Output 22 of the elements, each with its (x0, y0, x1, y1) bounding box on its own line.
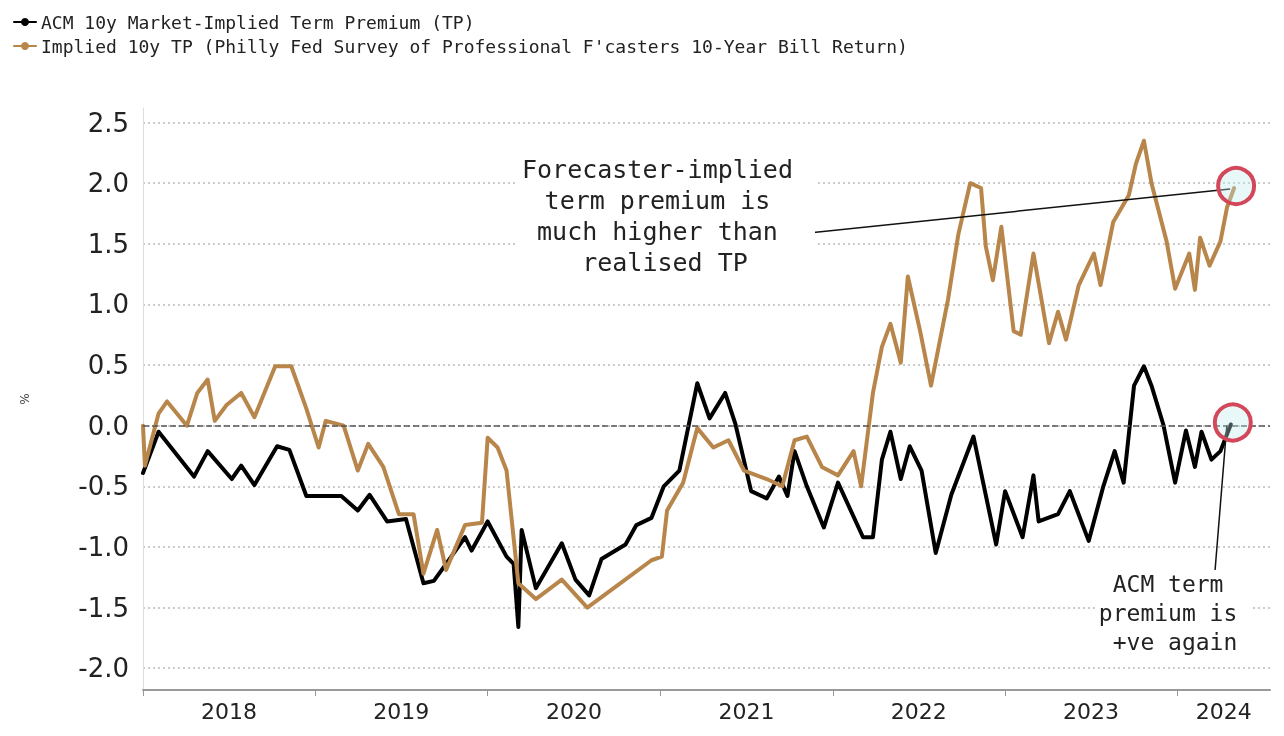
annotation: Forecaster-implied term premium is much higher than realised TP (522, 154, 808, 278)
x-tick-label: 2022 (890, 698, 947, 724)
annotation: ACM term premium is +ve again (1098, 571, 1252, 655)
x-tick-label: 2019 (373, 698, 430, 724)
legend-label: ACM 10y Market-Implied Term Premium (TP) (41, 11, 475, 33)
x-tick-label: 2020 (546, 698, 603, 724)
y-tick-label: 0.0 (87, 410, 129, 441)
x-tick-label: 2023 (1063, 698, 1120, 724)
y-tick-label: 1.0 (87, 289, 129, 320)
y-tick-label: -1.0 (78, 531, 129, 562)
y-tick-label: 0.5 (87, 350, 129, 381)
y-tick-label: -2.0 (78, 653, 129, 684)
x-tick-label: 2021 (718, 698, 775, 724)
y-axis-title: % (18, 393, 32, 405)
x-tick-label: 2024 (1195, 698, 1252, 724)
x-tick-label: 2018 (200, 698, 257, 724)
y-tick-label: -1.5 (78, 592, 129, 623)
y-tick-label: 2.0 (87, 168, 129, 199)
y-tick-label: 2.5 (87, 107, 129, 138)
y-tick-label: -0.5 (78, 471, 129, 502)
y-tick-label: 1.5 (87, 228, 129, 259)
legend-label: Implied 10y TP (Philly Fed Survey of Professional F'casters 10-Year Bill Return) (41, 35, 908, 57)
